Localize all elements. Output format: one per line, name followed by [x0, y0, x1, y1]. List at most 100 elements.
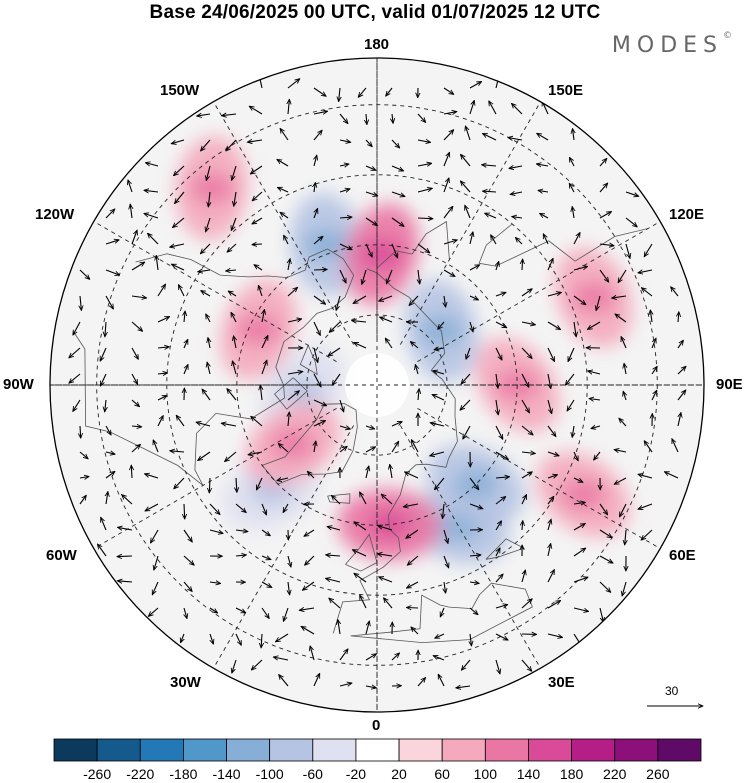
wind-vector: [201, 139, 211, 151]
colorbar-swatch-11: [528, 738, 572, 762]
wind-vector: [443, 529, 448, 543]
wind-vector: [313, 295, 326, 304]
wind-vector: [365, 654, 377, 661]
wind-vector: [621, 337, 627, 349]
wind-vector: [417, 243, 430, 253]
wind-vector: [574, 321, 576, 337]
wind-vector: [678, 413, 681, 427]
wind-vector: [567, 399, 575, 411]
wind-vector: [417, 188, 432, 193]
wind-vector: [548, 544, 551, 557]
wind-vector: [144, 190, 159, 192]
wind-vector: [407, 555, 419, 565]
wind-vector: [338, 620, 340, 635]
wind-vector: [641, 529, 653, 540]
wind-vector: [79, 495, 86, 505]
label-30e: 30E: [548, 674, 575, 691]
wind-vector: [391, 653, 400, 661]
wind-vector: [326, 555, 341, 556]
colorbar-label-5: -60: [302, 766, 323, 782]
wind-vector: [438, 321, 445, 329]
wind-vector: [354, 341, 367, 349]
wind-vector: [227, 243, 237, 252]
wind-vector: [151, 529, 159, 543]
wind-vector: [105, 209, 115, 219]
wind-vectors: [69, 74, 686, 688]
wind-vector: [495, 521, 502, 531]
wind-vector: [485, 213, 497, 219]
wind-vector: [430, 451, 445, 456]
wind-vector: [644, 441, 653, 453]
wind-vector: [339, 446, 347, 453]
wind-vector: [548, 519, 551, 531]
wind-vector: [379, 577, 393, 583]
colorbar-label-9: 100: [473, 766, 498, 782]
wind-vector: [573, 129, 575, 141]
wind-vector: [313, 399, 327, 407]
anomaly-core-8: [236, 314, 281, 345]
colorbar-swatch-8: [398, 738, 443, 762]
wind-vector: [336, 295, 341, 310]
wind-vector: [677, 340, 683, 349]
wind-vector: [542, 234, 549, 245]
wind-vector: [80, 425, 81, 438]
wind-vector: [299, 608, 315, 610]
colorbar-label-4: -100: [255, 766, 284, 782]
wind-vector: [641, 288, 653, 297]
wind-vector: [105, 452, 115, 454]
wind-vector: [618, 269, 627, 283]
colorbar-swatch-13: [614, 738, 659, 762]
wind-vector: [573, 266, 588, 271]
wind-vector: [183, 529, 192, 542]
wind-vector: [105, 240, 119, 245]
meridian-60: [417, 407, 661, 549]
wind-vector: [443, 269, 455, 277]
wind-vector: [131, 321, 143, 331]
wind-vector: [469, 503, 483, 509]
wind-vector: [512, 217, 523, 218]
colorbar-swatch-7: [355, 738, 400, 762]
map-border: [49, 57, 705, 713]
wind-vector: [567, 347, 575, 362]
wind-vector: [470, 321, 473, 332]
wind-vector: [280, 128, 289, 141]
anomaly-core-2: [280, 376, 325, 407]
wind-vector: [201, 291, 211, 297]
anomaly-core-5: [454, 469, 499, 500]
wind-vector: [358, 87, 367, 97]
wind-vector: [326, 578, 341, 583]
wind-vector: [209, 582, 221, 584]
wind-vector: [288, 412, 289, 427]
wind-vector: [209, 477, 210, 493]
wind-vector: [339, 683, 352, 686]
wind-vector: [596, 295, 601, 311]
wind-vector: [495, 292, 506, 297]
wind-vector: [157, 347, 169, 348]
wind-vector: [391, 165, 404, 171]
wind-vector: [573, 477, 583, 483]
wind-vector: [521, 570, 525, 583]
wind-vector: [573, 502, 585, 504]
coastline-2: [261, 403, 358, 485]
colorbar-swatch-1: [96, 738, 141, 762]
wind-vector: [157, 373, 168, 374]
wind-vector: [278, 444, 289, 453]
anomaly-core-11: [189, 173, 234, 204]
wind-vector: [573, 233, 580, 245]
colorbar: [53, 738, 702, 762]
colorbar-label-0: -260: [83, 766, 112, 782]
wind-vector: [288, 555, 291, 567]
wind-vector: [206, 165, 211, 181]
wind-vector: [131, 373, 138, 384]
wind-vector: [117, 556, 133, 557]
wind-vector: [443, 240, 457, 245]
wind-vector: [380, 317, 393, 323]
wind-vector: [252, 244, 263, 245]
wind-vector: [588, 371, 601, 374]
wind-vector: [443, 112, 457, 114]
wind-vector: [277, 159, 289, 167]
wind-vector: [222, 114, 237, 116]
label-150e: 150E: [548, 82, 584, 99]
meridian-240: [93, 221, 337, 363]
